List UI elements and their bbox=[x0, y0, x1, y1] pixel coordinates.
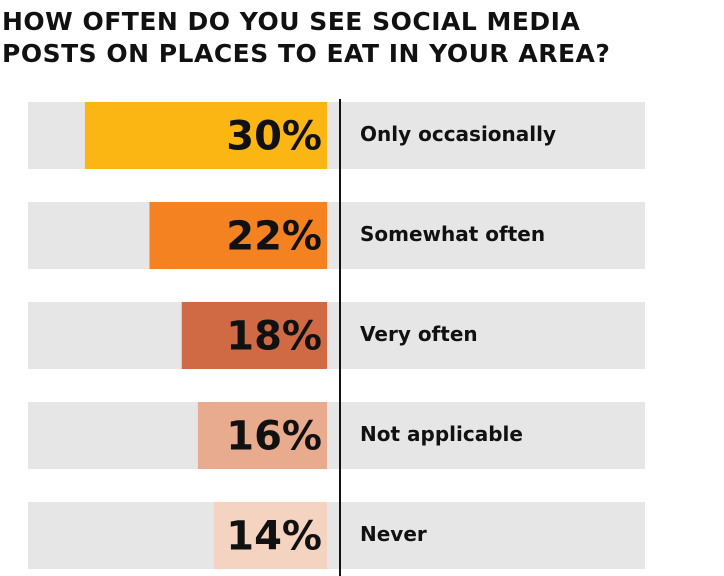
category-label: Very often bbox=[360, 322, 478, 346]
category-label: Not applicable bbox=[360, 422, 523, 446]
value-label: 16% bbox=[226, 414, 322, 460]
chart-title: HOW OFTEN DO YOU SEE SOCIAL MEDIA POSTS … bbox=[2, 7, 611, 68]
value-label: 18% bbox=[226, 314, 322, 360]
category-label: Only occasionally bbox=[360, 122, 556, 146]
value-label: 14% bbox=[226, 514, 322, 560]
value-label: 22% bbox=[226, 214, 322, 260]
value-label: 30% bbox=[226, 114, 322, 160]
row-background bbox=[28, 402, 645, 469]
row-background bbox=[28, 502, 645, 569]
category-label: Never bbox=[360, 522, 427, 546]
row-background bbox=[28, 302, 645, 369]
row-background bbox=[28, 202, 645, 269]
bar bbox=[149, 202, 327, 269]
bar bbox=[181, 302, 327, 369]
bar bbox=[84, 102, 328, 169]
bar bbox=[197, 402, 327, 469]
bar bbox=[214, 502, 327, 569]
category-label: Somewhat often bbox=[360, 222, 545, 246]
